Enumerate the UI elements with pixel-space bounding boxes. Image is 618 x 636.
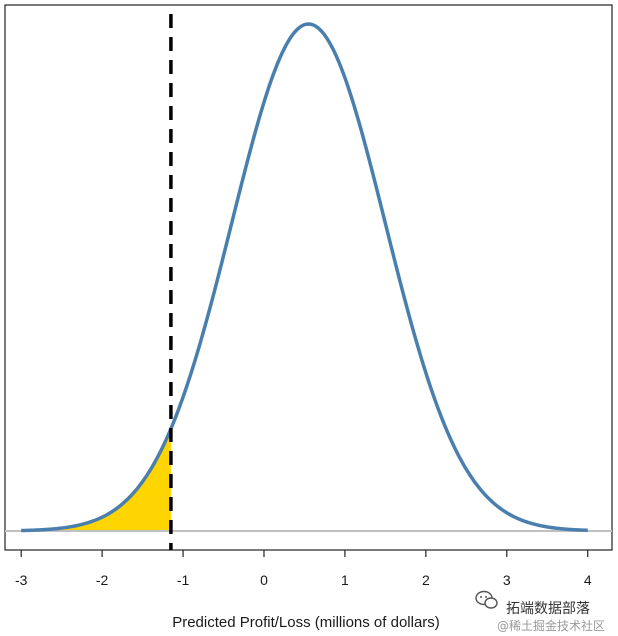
curve-layer [21,22,588,533]
x-axis: -3 -2 -1 0 1 2 3 4 [15,550,592,588]
x-tick-label: -3 [15,572,28,588]
x-tick-label: 1 [341,572,349,588]
plot-frame [4,4,613,551]
watermark-sub-text: @稀土掘金技术社区 [497,618,605,633]
x-tick-label: 4 [584,572,592,588]
x-tick-label: 3 [503,572,511,588]
x-axis-title: Predicted Profit/Loss (millions of dolla… [172,614,440,631]
x-tick-label: 0 [260,572,268,588]
x-tick-label: 2 [422,572,430,588]
watermark-main-text: 拓端数据部落 [506,601,590,617]
x-tick-label: -2 [96,572,109,588]
shaded-tail-area [53,428,171,531]
density-curve [21,22,588,533]
watermark: 拓端数据部落 @稀土掘金技术社区 [475,590,605,633]
x-tick-label: -1 [177,572,190,588]
wechat-icon [475,590,498,609]
tail-layer [53,428,171,531]
